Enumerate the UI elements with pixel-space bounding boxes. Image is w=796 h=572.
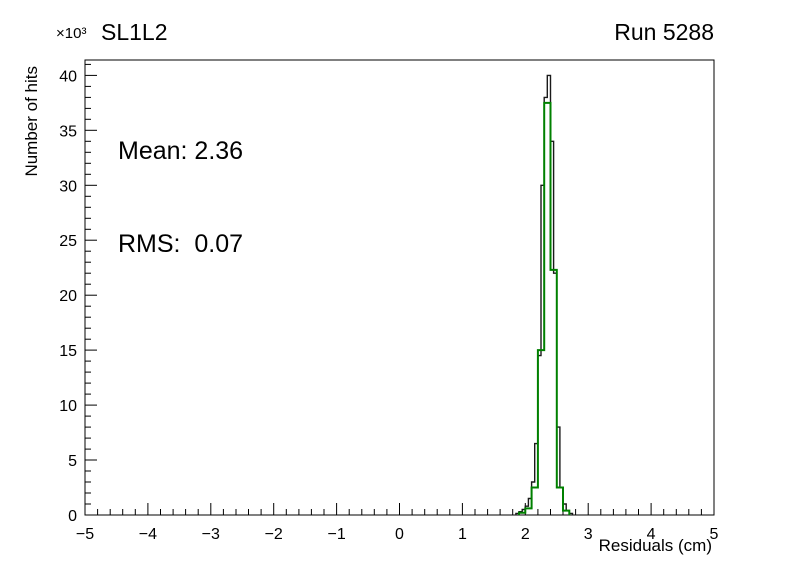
x-tick-label: −4 [139,526,157,543]
x-tick-label: −1 [327,526,345,543]
mean-value: Mean: 2.36 [118,137,244,165]
fit-overlay-histogram [518,101,571,515]
y-tick-label: 15 [59,343,77,360]
y-tick-label: 35 [59,123,77,140]
y-axis-title: Number of hits [22,66,41,177]
x-tick-label: 3 [584,526,593,543]
y-tick-label: 25 [59,233,77,250]
stats-box: Mean: 2.36 RMS: 0.07 [118,74,243,322]
x-tick-label: 2 [521,526,530,543]
x-tick-label: −5 [76,526,94,543]
y-tick-label: 40 [59,68,77,85]
x-tick-label: −2 [265,526,283,543]
y-tick-label: 20 [59,288,77,305]
x-tick-label: 4 [647,526,656,543]
plot-title: SL1L2 [101,19,168,45]
x-axis-title: Residuals (cm) [598,536,712,555]
x-tick-label: −3 [202,526,220,543]
y-axis-scale-exponent: ×10³ [56,25,87,42]
run-number-label: Run 5288 [614,19,714,45]
x-tick-label: 1 [458,526,467,543]
y-tick-label: 10 [59,398,77,415]
rms-value: RMS: 0.07 [118,230,244,258]
y-tick-label: 0 [68,508,77,525]
x-tick-label: 0 [395,526,404,543]
x-tick-label: 5 [710,526,719,543]
y-tick-label: 5 [68,453,77,470]
y-tick-label: 30 [59,178,77,195]
